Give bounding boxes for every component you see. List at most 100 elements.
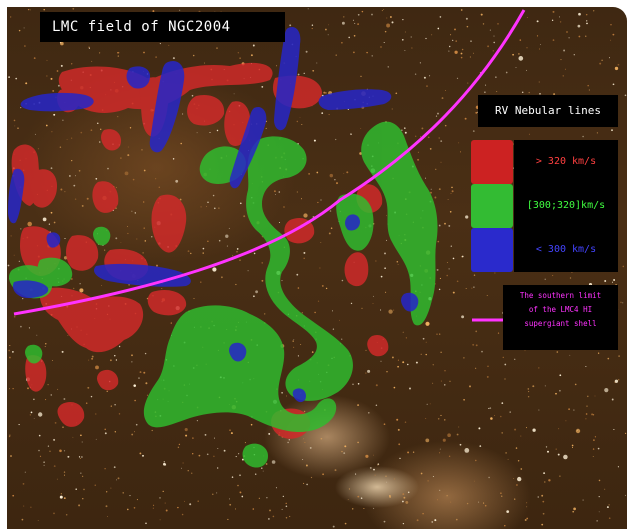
star-point	[473, 274, 476, 276]
star-point	[12, 494, 15, 497]
star-point	[402, 522, 405, 525]
star-point	[458, 426, 460, 428]
star-point	[446, 495, 448, 497]
star-point	[200, 281, 202, 283]
star-point	[537, 496, 539, 498]
star-point	[139, 371, 142, 374]
star-point	[577, 24, 581, 28]
star-point	[78, 169, 81, 172]
red-region	[367, 334, 389, 357]
star-point	[114, 431, 116, 433]
star-point	[481, 350, 483, 353]
star-point	[372, 303, 374, 305]
star-point	[427, 136, 430, 139]
star-point	[81, 441, 83, 443]
star-point	[502, 356, 505, 359]
star-point	[51, 131, 53, 133]
star-point	[129, 495, 131, 497]
star-point	[456, 280, 459, 283]
star-point	[334, 469, 337, 472]
star-point	[317, 201, 319, 204]
star-point	[204, 433, 207, 436]
star-point	[72, 7, 75, 10]
star-point	[538, 48, 540, 50]
star-point	[565, 420, 567, 422]
star-point	[24, 471, 26, 473]
star-point	[553, 93, 556, 96]
blue-region	[292, 388, 306, 403]
star-point	[411, 47, 413, 49]
star-point	[144, 240, 147, 242]
star-point	[538, 81, 540, 83]
star-point	[100, 128, 102, 130]
star-point	[285, 505, 288, 508]
star-point	[74, 198, 77, 200]
star-point	[281, 508, 283, 510]
star-point	[163, 461, 165, 463]
star-point	[420, 472, 423, 475]
star-point	[212, 194, 215, 197]
star-point	[547, 450, 549, 453]
star-point	[566, 31, 568, 33]
legend-label-blue: < 300 km/s	[514, 228, 618, 272]
star-point	[328, 114, 330, 116]
star-point	[301, 312, 303, 314]
star-point	[614, 66, 619, 71]
star-point	[85, 402, 88, 404]
star-point	[37, 520, 39, 522]
star-point	[10, 455, 12, 457]
star-point	[320, 242, 322, 244]
star-point	[80, 434, 82, 437]
star-point	[299, 117, 301, 118]
star-point	[25, 82, 28, 85]
star-point	[504, 378, 506, 380]
star-point	[500, 492, 502, 494]
star-point	[116, 479, 118, 481]
star-point	[235, 456, 237, 458]
star-point	[389, 496, 392, 498]
star-point	[180, 467, 183, 469]
star-point	[181, 513, 184, 516]
star-point	[60, 188, 63, 191]
star-point	[78, 504, 81, 507]
star-point	[23, 505, 25, 507]
star-point	[335, 54, 337, 56]
star-point	[30, 506, 32, 508]
star-point	[587, 395, 589, 398]
star-point	[429, 403, 431, 405]
star-point	[131, 210, 133, 212]
star-point	[75, 488, 77, 490]
star-point	[412, 451, 415, 453]
star-point	[109, 359, 112, 362]
shell-limit-text-2: of the LMC4 HI	[528, 305, 593, 314]
star-point	[586, 22, 588, 25]
star-point	[439, 448, 441, 450]
star-point	[526, 517, 529, 520]
star-point	[404, 421, 407, 423]
star-point	[459, 151, 462, 153]
star-point	[501, 402, 504, 404]
star-point	[344, 522, 347, 525]
star-point	[410, 36, 412, 38]
star-point	[568, 37, 570, 39]
star-point	[572, 510, 575, 513]
star-point	[526, 502, 528, 504]
star-point	[344, 445, 347, 448]
star-point	[366, 51, 368, 54]
star-point	[426, 85, 428, 87]
star-point	[355, 473, 357, 475]
star-point	[393, 309, 395, 311]
star-point	[179, 198, 182, 201]
star-point	[91, 357, 94, 360]
star-point	[519, 39, 522, 41]
star-point	[151, 429, 153, 432]
star-point	[28, 327, 30, 329]
star-point	[401, 38, 404, 41]
star-point	[282, 495, 284, 497]
star-point	[439, 277, 441, 279]
star-point	[383, 41, 385, 44]
star-point	[398, 443, 401, 446]
star-point	[24, 45, 26, 47]
star-point	[479, 445, 482, 447]
star-point	[611, 281, 614, 283]
